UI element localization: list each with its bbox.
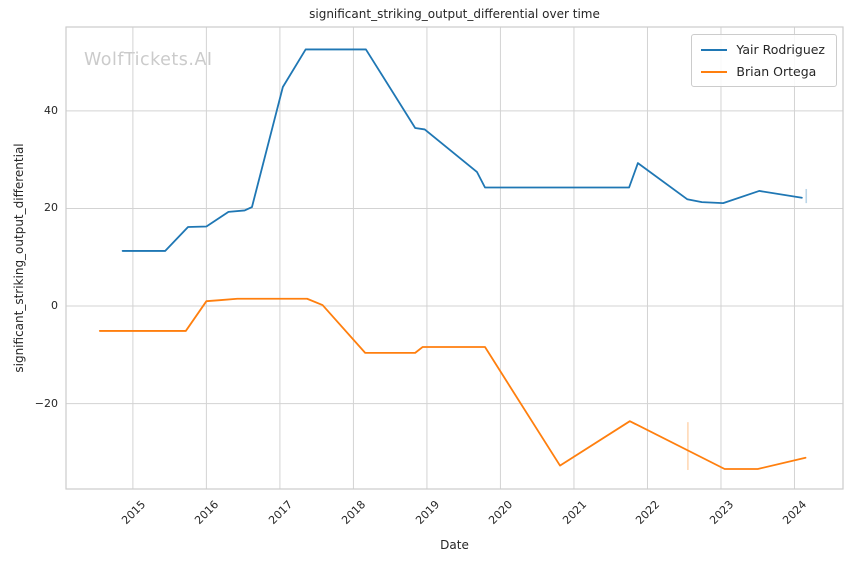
legend: Yair Rodriguez Brian Ortega <box>691 34 837 87</box>
y-tick-label: 0 <box>51 299 58 313</box>
legend-label: Yair Rodriguez <box>736 42 825 57</box>
legend-item-brian-ortega: Brian Ortega <box>701 64 825 79</box>
legend-line-swatch-blue <box>701 48 728 51</box>
series-line <box>121 48 803 252</box>
legend-line-swatch-orange <box>701 70 728 73</box>
y-tick-label: 20 <box>44 201 58 215</box>
y-tick-label: −20 <box>34 396 58 410</box>
plot-border <box>65 26 844 490</box>
y-tick-label: 40 <box>44 103 58 117</box>
watermark: WolfTickets.AI <box>84 50 213 70</box>
chart-title: significant_striking_output_differential… <box>309 7 600 21</box>
series-line <box>98 297 807 470</box>
x-axis-label: Date <box>440 538 469 552</box>
legend-label: Brian Ortega <box>736 64 817 79</box>
legend-item-yair-rodriguez: Yair Rodriguez <box>701 42 825 57</box>
y-axis-label: significant_striking_output_differential <box>12 143 26 373</box>
